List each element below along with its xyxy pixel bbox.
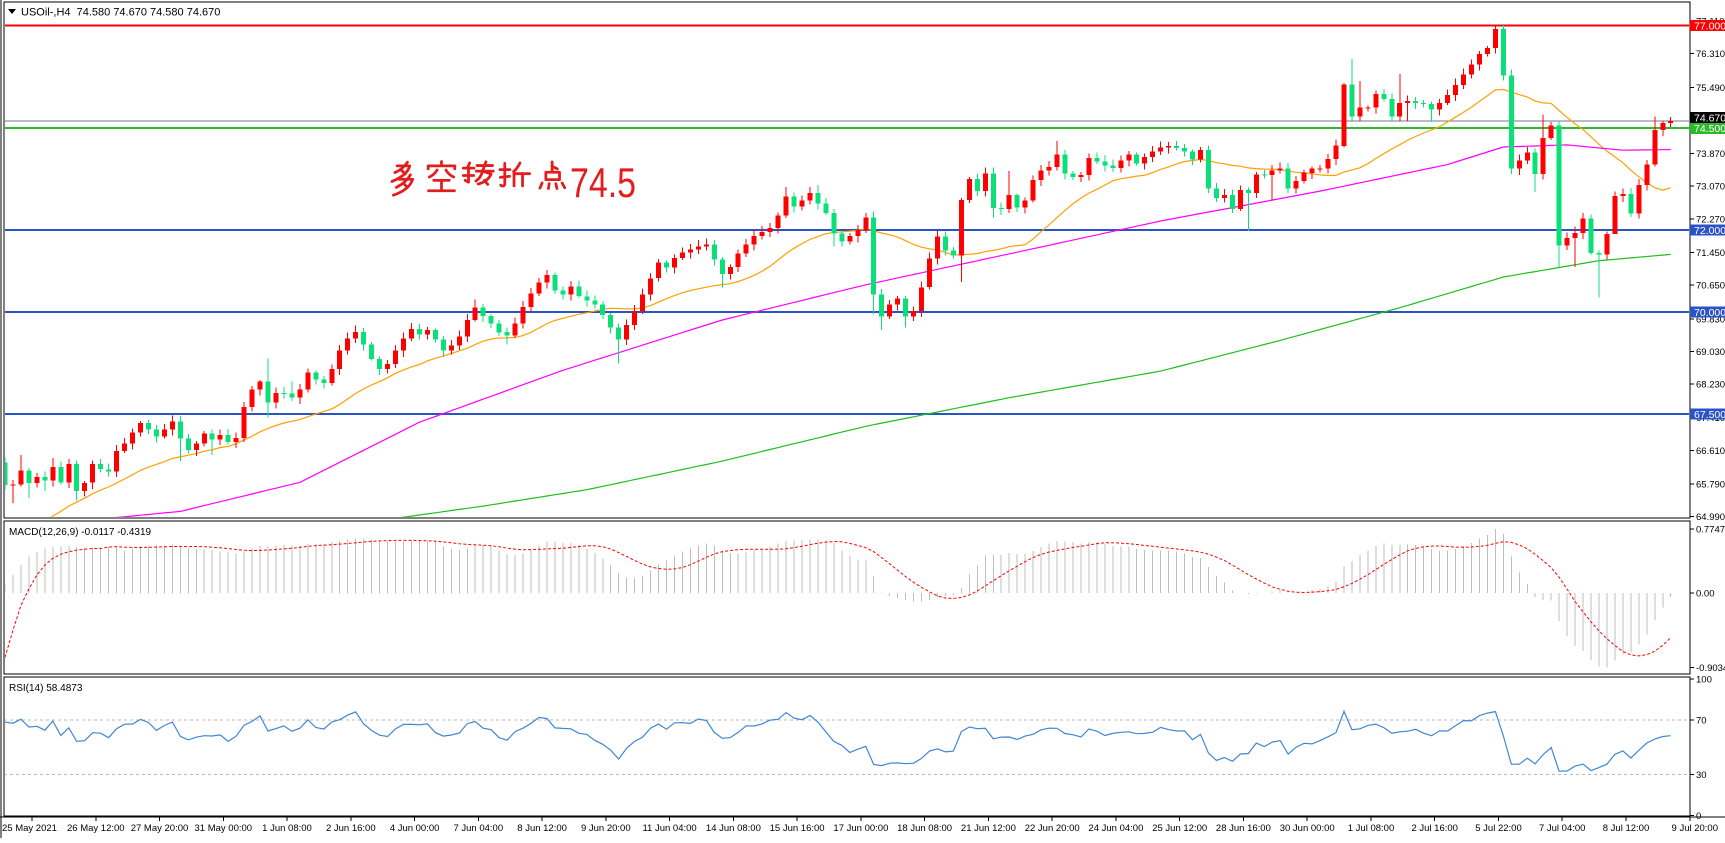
svg-text:76.310: 76.310 [1696,49,1725,60]
svg-text:0.00: 0.00 [1696,589,1715,600]
svg-text:70.650: 70.650 [1696,281,1725,292]
svg-text:8 Jul 12:00: 8 Jul 12:00 [1603,823,1649,834]
svg-text:73.870: 73.870 [1696,149,1725,160]
svg-text:18 Jun 08:00: 18 Jun 08:00 [897,823,952,834]
svg-text:2 Jun 16:00: 2 Jun 16:00 [326,823,376,834]
svg-text:72.270: 72.270 [1696,215,1725,226]
svg-text:28 Jun 16:00: 28 Jun 16:00 [1216,823,1271,834]
svg-text:71.450: 71.450 [1696,248,1725,259]
svg-text:69.030: 69.030 [1696,347,1725,358]
svg-text:4 Jun 00:00: 4 Jun 00:00 [390,823,440,834]
svg-text:100: 100 [1696,675,1712,686]
svg-text:67.500: 67.500 [1694,409,1725,421]
svg-text:70: 70 [1696,716,1707,727]
svg-text:RSI(14) 58.4873: RSI(14) 58.4873 [9,683,83,694]
svg-text:7 Jun 04:00: 7 Jun 04:00 [453,823,503,834]
svg-text:5 Jul 22:00: 5 Jul 22:00 [1475,823,1521,834]
svg-text:1 Jun 08:00: 1 Jun 08:00 [262,823,312,834]
svg-text:21 Jun 12:00: 21 Jun 12:00 [961,823,1016,834]
svg-text:0.7747: 0.7747 [1696,525,1725,536]
svg-text:9 Jun 20:00: 9 Jun 20:00 [581,823,631,834]
svg-text:69.830: 69.830 [1696,314,1725,325]
svg-text:25 Jun 12:00: 25 Jun 12:00 [1152,823,1207,834]
svg-text:64.990: 64.990 [1696,512,1725,523]
svg-text:31 May 00:00: 31 May 00:00 [195,823,253,834]
svg-text:72.000: 72.000 [1694,225,1725,237]
svg-text:65.790: 65.790 [1696,480,1725,491]
svg-text:1 Jul 08:00: 1 Jul 08:00 [1348,823,1394,834]
svg-text:USOil-,H4 74.580 74.670 74.58: USOil-,H4 74.580 74.670 74.580 74.670 [21,7,220,19]
svg-text:8 Jun 12:00: 8 Jun 12:00 [517,823,567,834]
svg-text:70.000: 70.000 [1694,307,1725,319]
svg-text:0: 0 [1696,811,1701,822]
svg-text:22 Jun 20:00: 22 Jun 20:00 [1025,823,1080,834]
svg-text:15 Jun 16:00: 15 Jun 16:00 [770,823,825,834]
svg-text:30 Jun 00:00: 30 Jun 00:00 [1280,823,1335,834]
svg-text:27 May 20:00: 27 May 20:00 [131,823,189,834]
svg-text:24 Jun 04:00: 24 Jun 04:00 [1088,823,1143,834]
svg-text:9 Jul 20:00: 9 Jul 20:00 [1672,823,1718,834]
svg-text:14 Jun 08:00: 14 Jun 08:00 [706,823,761,834]
svg-text:30: 30 [1696,770,1707,781]
svg-text:75.490: 75.490 [1696,83,1725,94]
svg-text:25 May 2021: 25 May 2021 [2,823,57,834]
svg-text:77.000: 77.000 [1694,21,1725,33]
svg-text:11 Jun 04:00: 11 Jun 04:00 [642,823,696,834]
svg-text:74.5: 74.5 [570,159,636,206]
svg-text:17 Jun 00:00: 17 Jun 00:00 [833,823,888,834]
svg-text:73.070: 73.070 [1696,182,1725,193]
svg-text:MACD(12,26,9) -0.0117 -0.4319: MACD(12,26,9) -0.0117 -0.4319 [9,527,152,538]
svg-text:7 Jul 04:00: 7 Jul 04:00 [1539,823,1585,834]
svg-text:68.230: 68.230 [1696,380,1725,391]
svg-text:74.500: 74.500 [1694,123,1725,135]
svg-text:74.670: 74.670 [1694,113,1725,125]
svg-text:2 Jul 16:00: 2 Jul 16:00 [1411,823,1457,834]
svg-text:66.610: 66.610 [1696,446,1725,457]
svg-text:26 May 12:00: 26 May 12:00 [67,823,125,834]
svg-text:-0.9034: -0.9034 [1696,663,1725,674]
